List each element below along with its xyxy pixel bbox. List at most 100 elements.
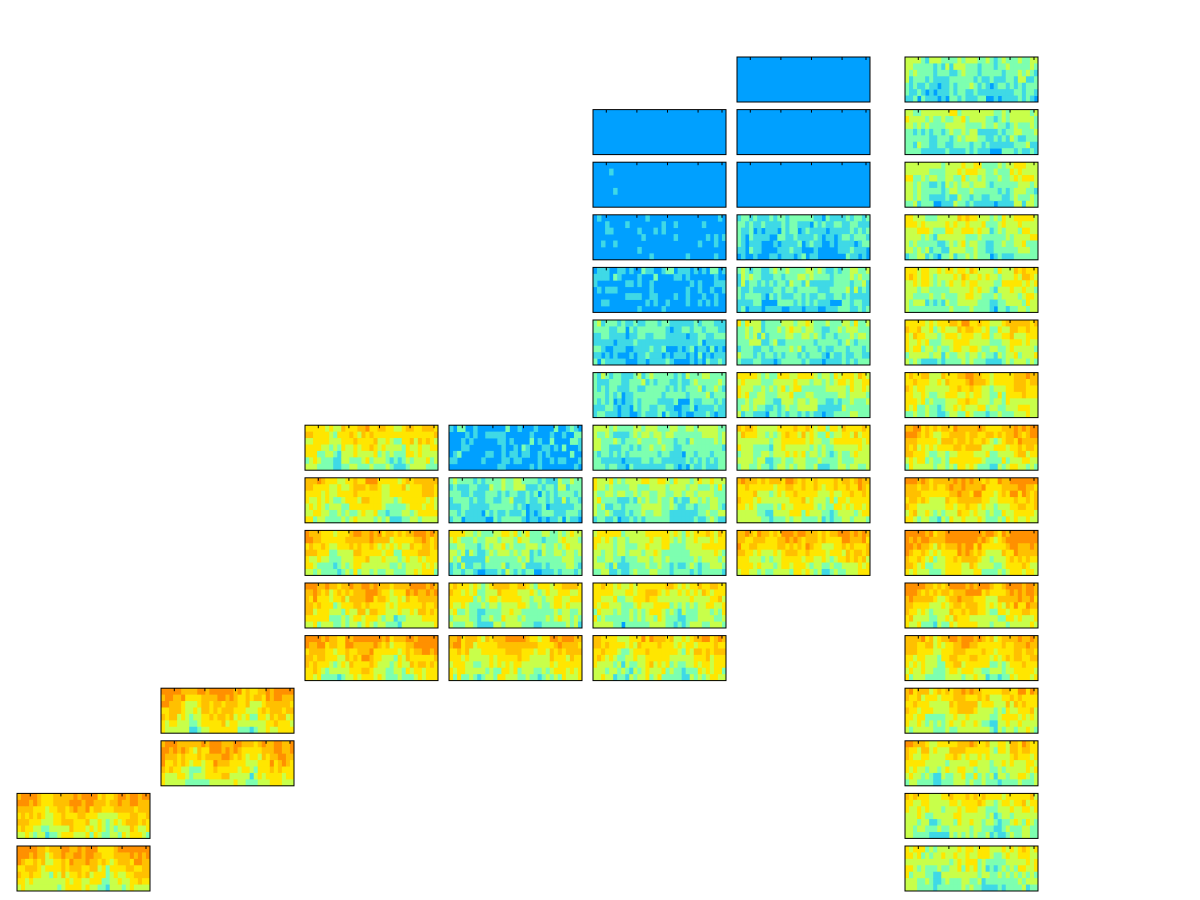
heatmap-cell: [545, 667, 551, 675]
heatmap-cell: [545, 490, 551, 498]
heatmap-cell: [405, 568, 411, 576]
heatmap-cell: [625, 621, 630, 629]
heatmap-cell: [305, 431, 310, 439]
heatmap-cell: [713, 438, 719, 445]
heatmap-cell: [641, 326, 646, 334]
heatmap-cell: [77, 884, 82, 892]
heatmap-cell: [453, 602, 458, 610]
heatmap-cell: [409, 477, 415, 485]
heatmap-cell: [753, 240, 758, 248]
heatmap-cell: [57, 799, 62, 807]
heatmap-cell: [749, 214, 754, 222]
heatmap-cell: [461, 444, 466, 452]
heatmap-cell: [185, 760, 190, 767]
heatmap-cell: [537, 589, 543, 597]
heatmap-cell: [461, 562, 466, 570]
heatmap-cell: [125, 806, 131, 814]
heatmap-cell: [529, 595, 535, 603]
heatmap-cell: [613, 391, 618, 399]
heatmap-cell: [225, 720, 230, 728]
heatmap-panel: [448, 529, 583, 576]
heatmap-cell: [473, 568, 478, 576]
heatmap-cell: [353, 503, 358, 511]
heatmap-cell: [705, 562, 711, 570]
heatmap-cell: [453, 450, 458, 458]
heatmap-cell: [685, 404, 691, 412]
heatmap-cell: [717, 404, 723, 412]
heatmap-cell: [105, 858, 111, 866]
heatmap-cell: [365, 602, 370, 610]
heatmap-cell: [637, 425, 642, 433]
heatmap-cell: [593, 602, 598, 610]
heatmap-cell: [521, 589, 526, 597]
heatmap-cell: [481, 490, 486, 498]
heatmap-cell: [453, 490, 458, 498]
heatmap-cell: [269, 753, 275, 761]
heatmap-cell: [645, 463, 650, 471]
heatmap-cell: [521, 450, 526, 458]
heatmap-cell: [385, 509, 391, 517]
heatmap-cell: [129, 831, 135, 839]
heatmap-cell: [689, 345, 695, 353]
heatmap-cell: [489, 674, 494, 681]
heatmap-cell: [553, 530, 559, 538]
heatmap-cell: [341, 503, 346, 511]
heatmap-cell: [209, 779, 214, 787]
heatmap-cell: [449, 549, 454, 557]
heatmap-cell: [665, 490, 670, 498]
heatmap-cell: [669, 661, 675, 669]
heatmap-cell: [333, 648, 338, 656]
heatmap-cell: [633, 568, 638, 576]
heatmap-cell: [521, 583, 526, 590]
heatmap-cell: [81, 871, 86, 879]
heatmap-cell: [505, 621, 510, 629]
heatmap-cell: [57, 831, 62, 839]
heatmap-cell: [333, 509, 338, 517]
heatmap-cell: [713, 425, 719, 433]
heatmap-cell: [261, 720, 267, 728]
heatmap-cell: [337, 431, 342, 439]
heatmap-cell: [529, 438, 535, 445]
heatmap-cell: [597, 543, 602, 551]
heatmap-cell: [461, 595, 466, 603]
heatmap-cell: [377, 438, 382, 445]
heatmap-cell: [29, 831, 34, 839]
heatmap-cell: [681, 568, 687, 576]
heatmap-cell: [709, 674, 715, 681]
heatmap-cell: [509, 556, 514, 563]
heatmap-cell: [641, 635, 646, 643]
heatmap-cell: [573, 583, 579, 590]
heatmap-cell: [625, 484, 630, 492]
heatmap-cell: [173, 740, 178, 748]
heatmap-cell: [637, 642, 642, 649]
heatmap-cell: [697, 391, 703, 399]
heatmap-cell: [545, 608, 551, 616]
heatmap-cell: [677, 477, 683, 485]
heatmap-cell: [617, 674, 622, 681]
heatmap-cell: [661, 621, 666, 629]
heatmap-cell: [97, 825, 103, 833]
heatmap-cell: [637, 556, 642, 563]
heatmap-cell: [573, 490, 579, 498]
heatmap-cell: [329, 667, 334, 675]
heatmap-cell: [393, 444, 399, 452]
heatmap-cell: [613, 477, 618, 485]
heatmap-cell: [285, 726, 291, 734]
heatmap-cell: [73, 819, 78, 826]
heatmap-cell: [517, 530, 522, 538]
heatmap-cell: [697, 661, 703, 669]
heatmap-cell: [721, 326, 727, 334]
heatmap-cell: [489, 661, 494, 669]
heatmap-cell: [513, 503, 518, 511]
heatmap-cell: [541, 530, 547, 538]
heatmap-cell: [349, 549, 354, 557]
heatmap-cell: [337, 661, 342, 669]
heatmap-cell: [525, 556, 531, 563]
heatmap-cell: [85, 819, 90, 826]
heatmap-cell: [673, 503, 679, 511]
heatmap-cell: [525, 621, 531, 629]
heatmap-cell: [389, 543, 395, 551]
heatmap-cell: [349, 450, 354, 458]
heatmap-cell: [737, 214, 742, 222]
heatmap-cell: [249, 707, 255, 715]
